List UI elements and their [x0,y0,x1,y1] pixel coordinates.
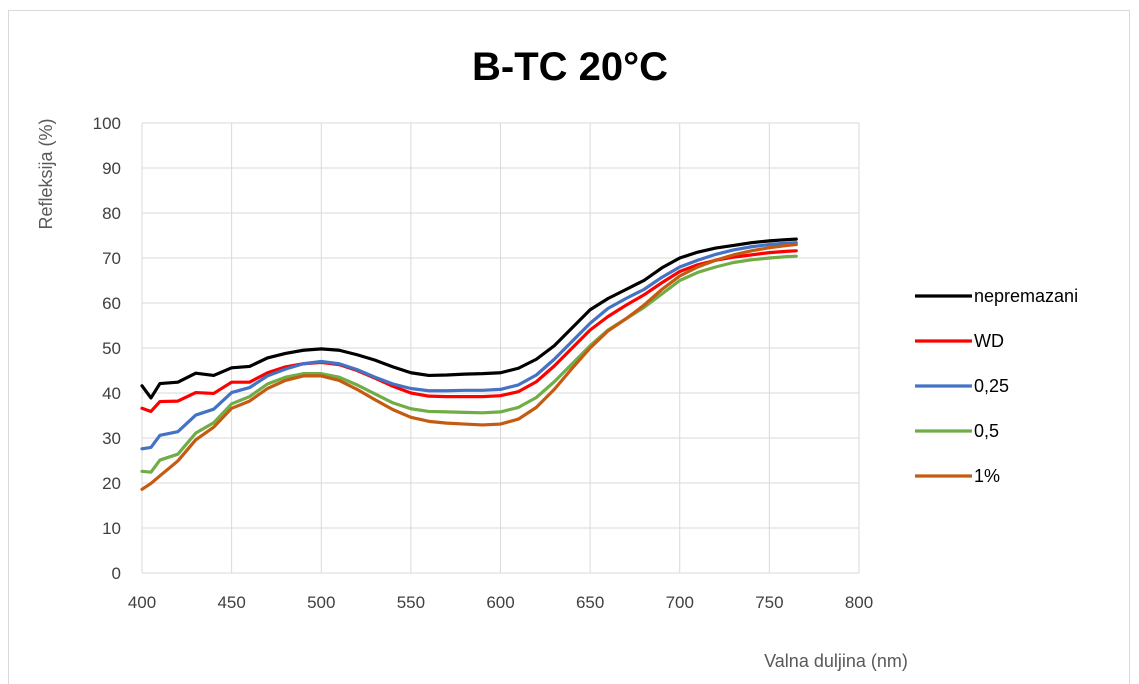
series-line-0-25 [140,241,798,451]
x-tick-label: 550 [397,593,425,612]
y-tick-label: 20 [102,474,121,493]
x-tick-label: 500 [307,593,335,612]
y-axis-label: Refleksija (%) [36,118,56,229]
y-tick-label: 70 [102,249,121,268]
x-tick-label: 800 [845,593,873,612]
legend-label-nepremazani: nepremazani [974,286,1078,306]
y-axis-ticks: 0 10 20 30 40 50 60 70 80 90 100 [93,114,121,583]
x-tick-label: 400 [128,593,156,612]
series-line-1- [140,242,798,491]
y-tick-label: 40 [102,384,121,403]
grid [141,122,860,574]
x-tick-label: 600 [486,593,514,612]
y-tick-label: 90 [102,159,121,178]
chart-frame [8,10,1130,684]
series-line-nepremazani [140,237,798,400]
x-tick-label: 700 [666,593,694,612]
legend-label-0-25: 0,25 [974,376,1009,396]
legend-label-0-5: 0,5 [974,421,999,441]
chart-title: B-TC 20°C [472,45,668,89]
legend: nepremazani WD 0,25 0,5 1% [915,286,1078,486]
y-tick-label: 30 [102,429,121,448]
y-tick-label: 60 [102,294,121,313]
y-tick-label: 100 [93,114,121,133]
y-tick-label: 50 [102,339,121,358]
x-tick-label: 750 [755,593,783,612]
x-tick-label: 450 [217,593,245,612]
x-axis-ticks: 400 450 500 550 600 650 700 750 800 [128,593,873,612]
series-lines [140,237,798,491]
series-line-0-5 [140,254,798,474]
y-tick-label: 80 [102,204,121,223]
y-tick-label: 10 [102,519,121,538]
x-tick-label: 650 [576,593,604,612]
series-line-wd [140,249,798,414]
legend-label-1-: 1% [974,466,1000,486]
y-tick-label: 0 [112,564,121,583]
x-axis-label: Valna duljina (nm) [764,651,908,671]
legend-label-wd: WD [974,331,1004,351]
